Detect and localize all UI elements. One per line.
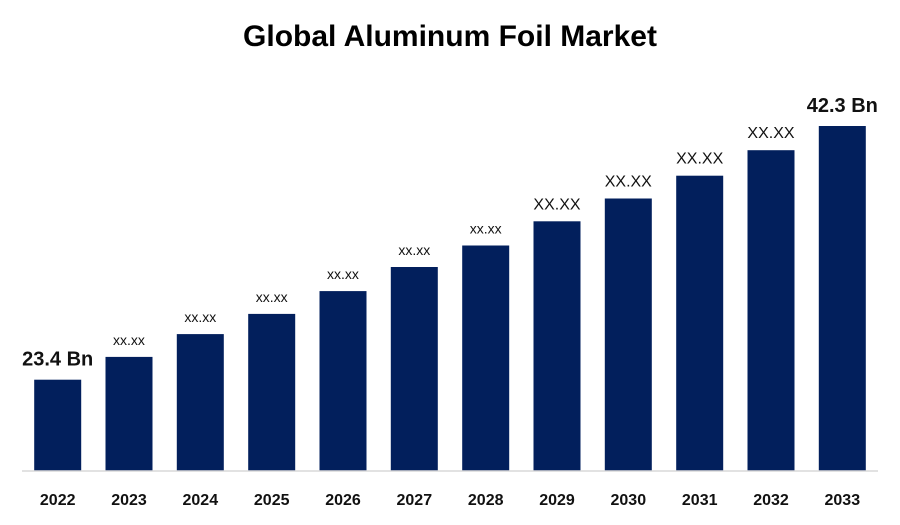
data-label-2029: XX.XX — [533, 196, 580, 213]
chart-title: Global Aluminum Foil Market — [243, 20, 657, 53]
data-label-2033: 42.3 Bn — [807, 95, 878, 117]
data-label-2028: xx.xx — [470, 221, 502, 237]
bar-2025 — [248, 313, 296, 471]
bar-2031 — [676, 175, 724, 471]
bar-2024 — [176, 334, 224, 471]
x-tick-label-2030: 2030 — [611, 492, 647, 509]
bar-2030 — [604, 198, 652, 471]
data-label-2025: xx.xx — [256, 289, 288, 305]
x-tick-label-2033: 2033 — [825, 492, 861, 509]
data-label-2032: XX.XX — [747, 125, 794, 142]
bar-2029 — [533, 221, 581, 471]
bar-2023 — [105, 356, 153, 471]
x-tick-label-2032: 2032 — [753, 492, 789, 509]
data-label-2031: XX.XX — [676, 151, 723, 168]
bar-2026 — [319, 291, 367, 471]
data-label-2023: xx.xx — [113, 332, 145, 348]
bar-2028 — [462, 245, 510, 471]
x-tick-label-2023: 2023 — [111, 492, 147, 509]
data-label-2030: XX.XX — [605, 174, 652, 191]
x-tick-label-2024: 2024 — [183, 492, 219, 509]
x-tick-label-2029: 2029 — [539, 492, 575, 509]
bar-2032 — [747, 150, 795, 471]
data-label-2022: 23.4 Bn — [22, 349, 93, 371]
data-label-2026: xx.xx — [327, 266, 359, 282]
data-label-2024: xx.xx — [184, 309, 216, 325]
bar-2033 — [818, 126, 866, 471]
bars-layer — [34, 126, 866, 471]
bar-2022 — [34, 379, 82, 471]
x-tick-label-2028: 2028 — [468, 492, 504, 509]
x-tick-label-2026: 2026 — [325, 492, 361, 509]
x-tick-label-2027: 2027 — [397, 492, 433, 509]
data-label-2027: xx.xx — [398, 242, 430, 258]
data-labels-layer: 23.4 Bn xx.xx xx.xx xx.xx xx.xx xx.xx xx.xx XX.… — [22, 95, 878, 371]
bar-2027 — [390, 267, 438, 471]
x-tick-label-2031: 2031 — [682, 492, 718, 509]
x-tick-label-2022: 2022 — [40, 492, 76, 509]
x-tick-labels-layer: 2022 2023 2024 2025 2026 2027 2028 2029 2030 2031… — [40, 492, 860, 509]
x-tick-label-2025: 2025 — [254, 492, 290, 509]
